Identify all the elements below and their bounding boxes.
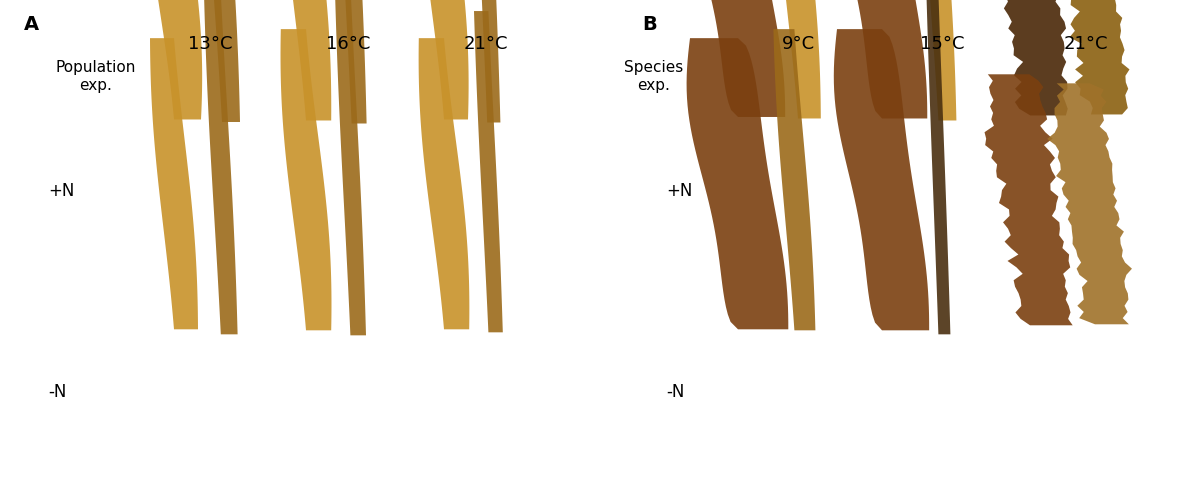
Polygon shape bbox=[926, 0, 950, 335]
Text: 13°C: 13°C bbox=[187, 35, 233, 53]
Polygon shape bbox=[335, 0, 366, 336]
Polygon shape bbox=[419, 39, 469, 330]
Polygon shape bbox=[984, 75, 1073, 326]
Polygon shape bbox=[150, 39, 198, 330]
Polygon shape bbox=[1048, 84, 1132, 325]
Polygon shape bbox=[1051, 0, 1129, 115]
Polygon shape bbox=[774, 30, 816, 331]
Polygon shape bbox=[419, 0, 469, 120]
Text: 15°C: 15°C bbox=[919, 35, 965, 53]
Polygon shape bbox=[204, 0, 240, 123]
Polygon shape bbox=[281, 30, 331, 331]
Text: -N: -N bbox=[48, 382, 66, 400]
Polygon shape bbox=[474, 0, 500, 123]
Text: B: B bbox=[642, 15, 656, 34]
Text: Species
exp.: Species exp. bbox=[624, 60, 684, 93]
Text: +N: +N bbox=[666, 181, 692, 199]
Polygon shape bbox=[835, 0, 928, 119]
Text: 21°C: 21°C bbox=[463, 35, 509, 53]
Text: 9°C: 9°C bbox=[781, 35, 815, 53]
Text: -N: -N bbox=[666, 382, 684, 400]
Polygon shape bbox=[281, 0, 331, 121]
Text: +N: +N bbox=[48, 181, 74, 199]
Polygon shape bbox=[474, 12, 503, 333]
Text: 16°C: 16°C bbox=[326, 35, 370, 53]
Text: 21°C: 21°C bbox=[1063, 35, 1109, 53]
Text: Population
exp.: Population exp. bbox=[56, 60, 136, 93]
Polygon shape bbox=[336, 0, 367, 124]
Polygon shape bbox=[690, 0, 785, 118]
Polygon shape bbox=[775, 0, 821, 119]
Polygon shape bbox=[146, 0, 202, 120]
Polygon shape bbox=[989, 0, 1068, 116]
Polygon shape bbox=[204, 0, 238, 335]
Polygon shape bbox=[686, 39, 788, 330]
Polygon shape bbox=[920, 0, 956, 121]
Text: A: A bbox=[24, 15, 40, 34]
Polygon shape bbox=[834, 30, 929, 331]
